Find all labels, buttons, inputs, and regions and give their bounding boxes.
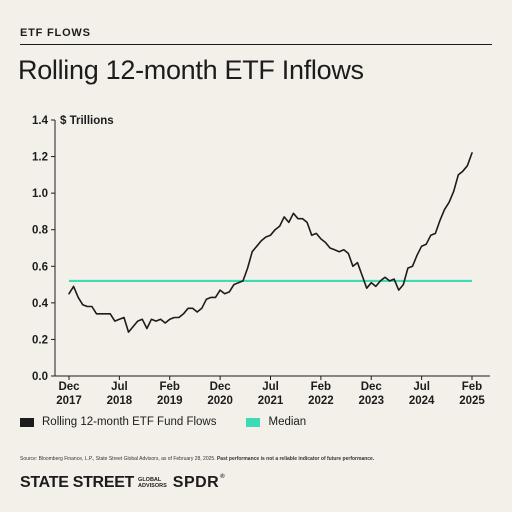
brand-global-advisors: GLOBAL ADVISORS xyxy=(138,477,167,489)
brand-spdr-text: SPDR xyxy=(172,474,220,491)
legend-item-median: Median xyxy=(246,416,306,428)
x-tick-label-month-8: Feb xyxy=(462,381,482,393)
y-tick-label-5: 1.0 xyxy=(32,188,48,200)
x-tick-label-month-3: Dec xyxy=(210,381,232,393)
x-tick-label-year-2: 2019 xyxy=(157,395,183,407)
x-tick-label-month-5: Feb xyxy=(311,381,331,393)
x-tick-label-year-1: 2018 xyxy=(107,395,133,407)
disclaimer-text: Past performance is not a reliable indic… xyxy=(216,456,375,462)
header-divider xyxy=(20,44,492,45)
y-tick-label-2: 0.4 xyxy=(32,298,49,310)
legend-label-flows: Rolling 12-month ETF Fund Flows xyxy=(42,416,217,428)
x-tick-label-year-6: 2023 xyxy=(358,395,384,407)
x-tick-label-month-6: Dec xyxy=(361,381,383,393)
x-tick-label-year-5: 2022 xyxy=(308,395,334,407)
x-tick-label-month-4: Jul xyxy=(262,381,279,393)
source-note: Source: Bloomberg Finance, L.P., State S… xyxy=(20,456,374,462)
y-tick-label-1: 0.2 xyxy=(32,334,48,346)
x-tick-label-year-0: 2017 xyxy=(56,395,82,407)
chart-title: Rolling 12-month ETF Inflows xyxy=(18,55,364,85)
brand-logo: STATE STREET GLOBAL ADVISORS SPDR® xyxy=(20,474,225,492)
y-tick-label-0: 0.0 xyxy=(32,371,48,383)
legend-label-median: Median xyxy=(268,416,307,428)
x-tick-label-year-3: 2020 xyxy=(207,395,233,407)
series-flows-line xyxy=(68,152,473,333)
y-tick-label-7: 1.4 xyxy=(32,115,49,127)
legend-item-flows: Rolling 12-month ETF Fund Flows xyxy=(20,416,216,428)
x-tick-label-month-1: Jul xyxy=(111,381,128,393)
y-axis-label: $ Trillions xyxy=(60,115,114,127)
x-tick-label-month-7: Jul xyxy=(413,381,430,393)
x-tick-label-year-4: 2021 xyxy=(258,395,284,407)
legend-swatch-flows xyxy=(20,417,34,427)
x-tick-label-year-7: 2024 xyxy=(409,395,435,407)
y-tick-label-3: 0.6 xyxy=(32,261,48,273)
source-text: Source: Bloomberg Finance, L.P., State S… xyxy=(20,456,216,462)
y-tick-label-6: 1.2 xyxy=(32,152,48,164)
brand-spdr: SPDR® xyxy=(173,474,225,492)
brand-state-street: STATE STREET xyxy=(20,474,135,491)
legend-swatch-median xyxy=(246,417,261,427)
x-tick-label-month-2: Feb xyxy=(160,381,180,393)
legend: Rolling 12-month ETF Fund Flows Median xyxy=(20,416,336,428)
brand-advisors: ADVISORS xyxy=(138,483,167,489)
x-tick-label-year-8: 2025 xyxy=(459,395,485,407)
x-tick-label-month-0: Dec xyxy=(58,381,80,393)
brand-global: GLOBAL xyxy=(138,477,162,483)
y-tick-label-4: 0.8 xyxy=(32,225,49,237)
kicker-label: ETF FLOWS xyxy=(20,27,91,39)
brand-registered-mark: ® xyxy=(220,474,226,480)
